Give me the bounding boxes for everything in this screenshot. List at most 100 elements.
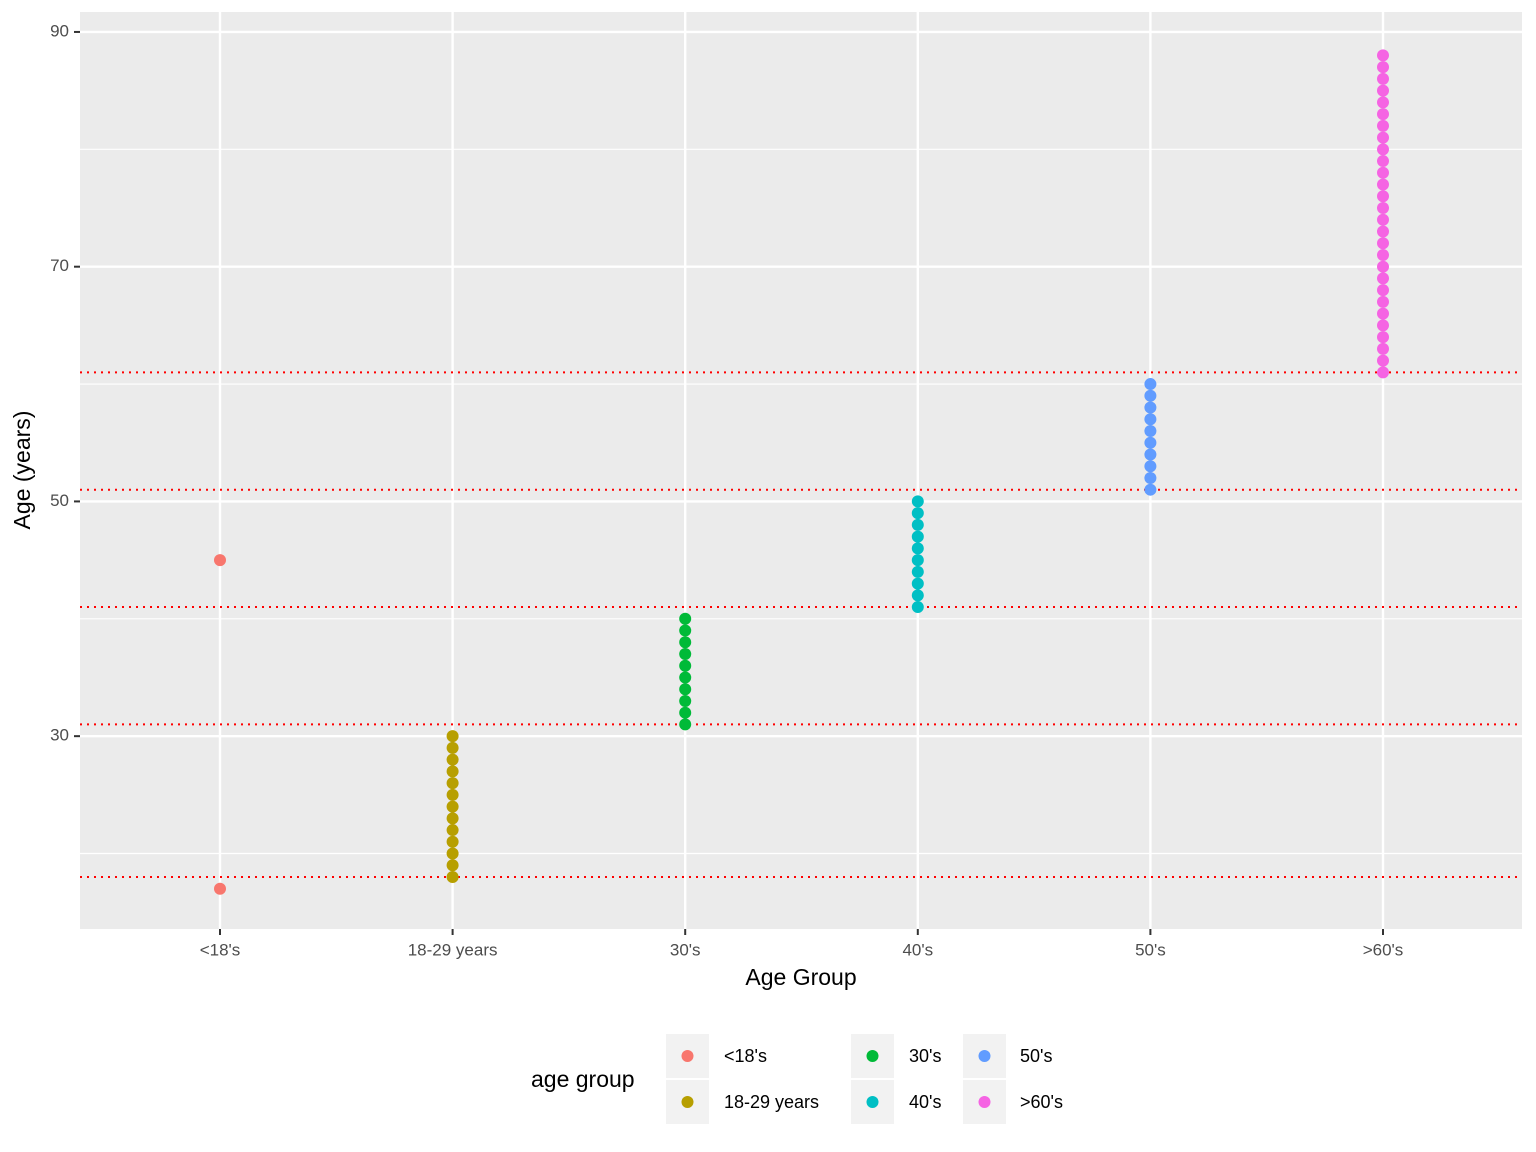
point	[1377, 354, 1389, 367]
point	[1377, 178, 1389, 191]
legend-label: 50's	[1020, 1046, 1052, 1066]
point	[911, 495, 924, 508]
point	[1377, 295, 1389, 308]
point	[679, 624, 692, 637]
point	[1144, 389, 1157, 402]
legend-symbol	[978, 1050, 991, 1062]
legend-title: age group	[531, 1066, 635, 1092]
point	[1144, 483, 1157, 496]
point	[446, 753, 459, 766]
point	[679, 694, 692, 707]
point	[1377, 131, 1389, 144]
point	[679, 612, 692, 625]
point	[1377, 366, 1389, 379]
point	[679, 718, 692, 731]
point	[446, 871, 459, 884]
legend-label: 18-29 years	[724, 1092, 819, 1112]
point	[1377, 342, 1389, 355]
point	[1377, 272, 1389, 285]
point	[679, 648, 692, 661]
point	[446, 741, 459, 754]
panel	[80, 12, 1522, 929]
legend-symbol	[681, 1050, 694, 1062]
point	[1377, 284, 1389, 297]
point	[1144, 448, 1157, 461]
point	[1377, 84, 1389, 97]
point	[1144, 460, 1157, 473]
point	[911, 518, 924, 531]
point	[1377, 61, 1389, 74]
point	[679, 636, 692, 649]
point	[911, 530, 924, 543]
y-tick-label: 30	[50, 726, 69, 745]
point	[446, 730, 459, 743]
point	[1144, 401, 1157, 414]
x-tick-label: 50's	[1135, 940, 1166, 959]
point	[1377, 108, 1389, 121]
point	[1377, 155, 1389, 168]
point	[1377, 96, 1389, 109]
legend-symbol	[866, 1096, 879, 1108]
point	[446, 800, 459, 813]
x-axis-title: Age Group	[745, 964, 856, 990]
point	[911, 507, 924, 520]
point	[446, 777, 459, 790]
point	[446, 824, 459, 837]
y-tick-label: 70	[50, 256, 69, 275]
point	[446, 859, 459, 872]
legend-label: >60's	[1020, 1092, 1063, 1112]
point	[1377, 143, 1389, 156]
point	[1144, 471, 1157, 484]
point	[1377, 119, 1389, 132]
x-tick-label: 30's	[670, 940, 701, 959]
legend-label: 40's	[909, 1092, 941, 1112]
legend-label: 30's	[909, 1046, 941, 1066]
point	[911, 601, 924, 614]
point	[911, 554, 924, 567]
point	[446, 788, 459, 801]
point	[1377, 248, 1389, 261]
y-axis-title: Age (years)	[9, 411, 35, 530]
point	[446, 835, 459, 848]
point	[1377, 166, 1389, 179]
point	[911, 565, 924, 578]
point	[1144, 378, 1157, 391]
point	[1377, 213, 1389, 226]
point	[679, 659, 692, 672]
y-tick-label: 90	[50, 21, 69, 40]
point	[1377, 237, 1389, 250]
point	[214, 882, 226, 895]
y-tick-label: 50	[50, 491, 69, 510]
legend-symbol	[866, 1050, 879, 1062]
point	[1377, 331, 1389, 344]
point	[911, 589, 924, 602]
point	[1377, 225, 1389, 238]
point	[446, 765, 459, 778]
point	[1144, 436, 1157, 449]
point	[679, 706, 692, 719]
point	[911, 542, 924, 555]
point	[1377, 190, 1389, 203]
x-tick-label: 18-29 years	[408, 940, 498, 959]
legend-symbol	[978, 1096, 991, 1108]
point	[1144, 425, 1157, 438]
point	[1377, 72, 1389, 85]
point	[1377, 260, 1389, 273]
legend-symbol	[681, 1096, 694, 1108]
point	[446, 812, 459, 825]
point	[1377, 307, 1389, 320]
point	[214, 554, 226, 567]
point	[1144, 413, 1157, 426]
legend-label: <18's	[724, 1046, 767, 1066]
point	[1377, 319, 1389, 332]
point	[679, 671, 692, 684]
point	[1377, 49, 1389, 62]
point	[446, 847, 459, 860]
x-tick-label: <18's	[200, 940, 241, 959]
x-tick-label: >60's	[1363, 940, 1404, 959]
point	[1377, 202, 1389, 215]
point	[911, 577, 924, 590]
point	[679, 683, 692, 696]
x-tick-label: 40's	[902, 940, 933, 959]
